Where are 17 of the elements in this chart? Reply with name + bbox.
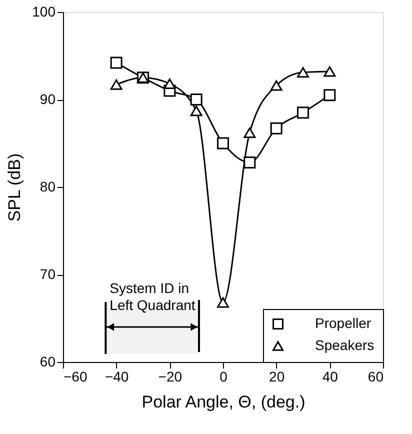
- x-tick-label: 20: [269, 368, 285, 384]
- x-tick-label: −40: [104, 368, 129, 384]
- y-tick-label: 70: [40, 266, 56, 282]
- y-axis-title: SPL (dB): [5, 153, 24, 222]
- y-tick-label: 100: [32, 4, 56, 20]
- band-label: System ID in Left Quadrant: [110, 280, 196, 313]
- y-tick-label: 60: [40, 354, 56, 370]
- legend-label: Speakers: [315, 337, 374, 353]
- x-tick-label: 60: [368, 368, 384, 384]
- legend-label: Propeller: [315, 315, 372, 331]
- x-tick-label: −20: [158, 368, 182, 384]
- y-tick-label: 90: [40, 91, 56, 107]
- x-tick-label: −60: [64, 368, 88, 384]
- x-tick-label: 40: [322, 368, 338, 384]
- x-tick-label: 0: [220, 368, 228, 384]
- x-axis-title: Polar Angle, Θ, (deg.): [142, 392, 306, 412]
- y-tick-label: 80: [40, 178, 56, 194]
